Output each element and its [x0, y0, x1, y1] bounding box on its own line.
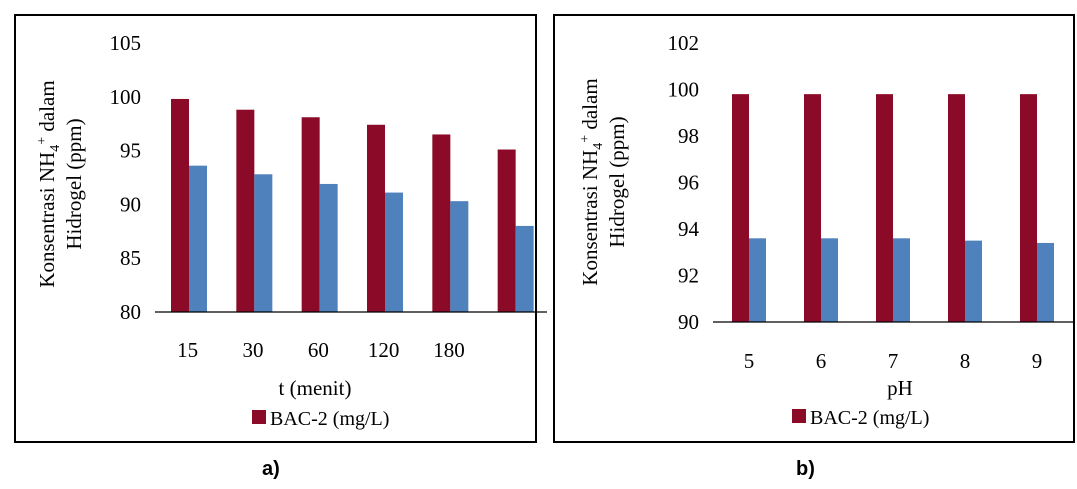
bar-series-2: [385, 192, 403, 312]
bar-series-1: [497, 149, 516, 312]
y-tick-label: 100: [668, 78, 700, 102]
x-tick-label: 120: [368, 338, 400, 362]
y-tick-label: 80: [120, 300, 141, 324]
bar-series-1: [171, 98, 189, 313]
y-axis-label-line1: Konsentrasi NH4+ dalam: [35, 80, 63, 287]
bar-series-1: [876, 94, 893, 323]
chart-a-svg: 80 85 90 95 100 105 15 30 60 120 180 t (menit) BAC-2…: [35, 31, 547, 430]
bar-series-2: [319, 183, 338, 312]
bar-series-2: [893, 238, 910, 322]
bar-series-1: [804, 94, 821, 323]
x-tick-label: 7: [888, 349, 899, 373]
x-tick-label: 5: [744, 349, 755, 373]
x-tick-label: 180: [433, 338, 465, 362]
x-tick-label: 30: [243, 338, 264, 362]
y-tick-label: 92: [678, 264, 699, 288]
bar-series-1: [432, 134, 451, 312]
bar-series-2: [749, 238, 766, 322]
y-axis-label-line2: Hidrogel (ppm): [605, 116, 629, 247]
bar-series-1: [301, 117, 320, 312]
bar-series-1: [732, 94, 749, 323]
bar-series-2: [965, 240, 982, 322]
y-axis-label-line2: Hidrogel (ppm): [62, 118, 86, 249]
y-axis-label-line1: Konsentrasi NH4+ dalam: [578, 78, 606, 285]
y-tick-label: 102: [668, 31, 700, 55]
chart-panel-a: 80 85 90 95 100 105 15 30 60 120 180 t (menit) BAC-2…: [14, 14, 547, 443]
bar-series-2: [821, 238, 838, 322]
x-axis-label: pH: [887, 376, 913, 400]
y-tick-label: 85: [120, 246, 141, 270]
y-tick-label: 90: [120, 192, 141, 216]
x-tick-label: 8: [960, 349, 971, 373]
bar-series-2: [254, 174, 273, 312]
chart-b-svg: 90 92 94 96 98 100 102 5 6 7 8 9 pH BAC-2 (mg/L) Konse…: [578, 31, 1073, 429]
bar-series-2: [450, 201, 469, 312]
y-tick-label: 100: [110, 85, 142, 109]
x-tick-label: 6: [816, 349, 827, 373]
bar-series-2: [1037, 242, 1054, 322]
panel-label-b: b): [796, 458, 815, 480]
x-tick-label: 60: [308, 338, 329, 362]
y-tick-label: 95: [120, 139, 141, 163]
bar-series-1: [948, 94, 965, 323]
legend-label: BAC-2 (mg/L): [810, 407, 929, 429]
y-tick-label: 105: [110, 31, 142, 55]
bar-series-1: [367, 124, 385, 312]
y-tick-label: 90: [678, 310, 699, 334]
bar-series-2: [189, 165, 207, 312]
legend-label: BAC-2 (mg/L): [270, 408, 389, 430]
chart-panel-b: 90 92 94 96 98 100 102 5 6 7 8 9 pH BAC-2 (mg/L) Konse…: [553, 14, 1075, 443]
x-tick-label: 15: [177, 338, 198, 362]
x-axis-label: t (menit): [279, 376, 352, 400]
legend-swatch: [792, 409, 806, 423]
legend-swatch: [252, 410, 266, 424]
bar-series-1: [236, 109, 255, 312]
x-tick-label: 9: [1032, 349, 1043, 373]
bar-series-1: [1020, 94, 1037, 323]
y-tick-label: 94: [678, 217, 700, 241]
bar-series-2: [515, 225, 534, 312]
y-tick-label: 96: [678, 171, 699, 195]
panel-label-a: a): [262, 458, 280, 480]
y-tick-label: 98: [678, 124, 699, 148]
